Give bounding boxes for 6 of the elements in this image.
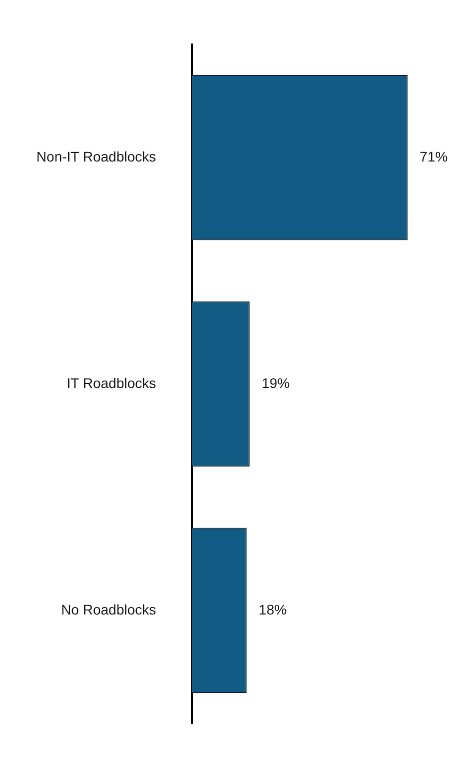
data-label: 18% [258,601,287,618]
y-tick-label: IT Roadblocks [66,374,156,391]
y-tick-label: No Roadblocks [61,601,156,618]
data-label: 71% [420,148,448,164]
data-label: 19% [262,374,290,391]
y-tick-label: Non-IT Roadblocks [36,148,156,164]
